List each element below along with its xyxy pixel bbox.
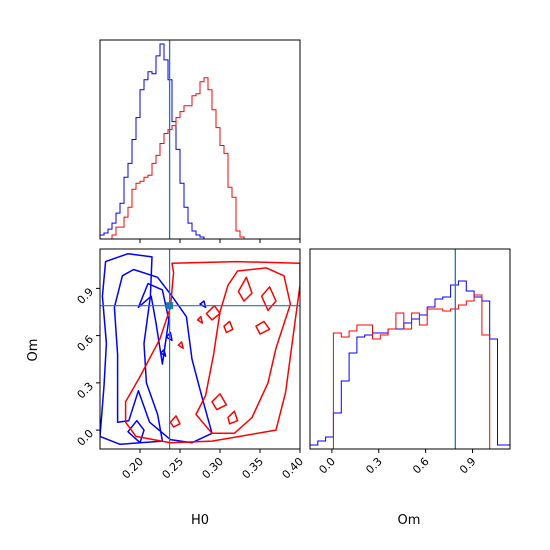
contour-red-6	[223, 320, 234, 334]
joint-y-tick-label-0: 0.0	[75, 427, 97, 449]
contour-red-8	[227, 410, 239, 425]
contour-red-5	[205, 304, 221, 321]
contour-blue-6	[160, 349, 167, 357]
contour-red-7	[211, 393, 228, 411]
contour-red-3	[260, 286, 277, 312]
contour-red-11	[169, 415, 181, 428]
joint-x-axis-label: H0	[191, 513, 209, 528]
contour-blue-0	[100, 252, 164, 446]
joint-x-tick-label-2: 0.30	[200, 455, 227, 482]
contour-blue-1	[113, 268, 213, 444]
truth-marker	[166, 302, 174, 310]
contour-red-2	[237, 276, 253, 302]
joint-frame	[99, 248, 301, 450]
joint-y-axis-label: Om	[26, 339, 41, 362]
contour-blue-3	[127, 419, 145, 444]
om-hist-x-tick-label-0: 0.0	[316, 455, 338, 477]
joint-y-tick-label-1: 0.3	[75, 380, 97, 402]
h0-om-joint-contour-panel: 0.20 0.25 0.30 0.35 0.40 0.0 0.3 0.6 0.9	[75, 248, 307, 482]
joint-contours	[100, 252, 300, 446]
h0-hist-frame	[99, 39, 301, 240]
contour-red-1	[195, 267, 292, 435]
joint-x-tick-label-0: 0.20	[120, 455, 147, 482]
joint-y-tick-label-3: 0.9	[75, 285, 97, 307]
contour-red-9	[196, 315, 204, 324]
h0-histogram-panel	[99, 39, 301, 243]
h0-hist-series-1	[99, 43, 300, 240]
contour-red-0	[124, 260, 300, 444]
joint-y-tick-label-2: 0.6	[75, 333, 97, 355]
contour-red-10	[177, 341, 184, 349]
om-hist-x-tick-label-3: 0.9	[457, 455, 479, 477]
joint-x-tick-label-4: 0.40	[280, 455, 307, 482]
om-hist-x-tick-label-1: 0.3	[363, 455, 385, 477]
joint-x-tick-label-1: 0.25	[160, 455, 187, 482]
joint-x-tick-label-3: 0.35	[240, 455, 267, 482]
contour-blue-5	[199, 300, 207, 309]
om-histogram-panel: 0.0 0.3 0.6 0.9	[309, 248, 511, 477]
contour-blue-2	[137, 282, 170, 365]
om-hist-x-tick-label-2: 0.6	[410, 455, 432, 477]
h0-hist-series-2	[100, 77, 300, 240]
om-hist-series-2	[310, 294, 510, 450]
om-hist-frame	[309, 248, 511, 450]
om-hist-series-1	[309, 280, 511, 449]
om-hist-x-axis-label: Om	[398, 513, 421, 528]
contour-red-4	[255, 320, 271, 335]
